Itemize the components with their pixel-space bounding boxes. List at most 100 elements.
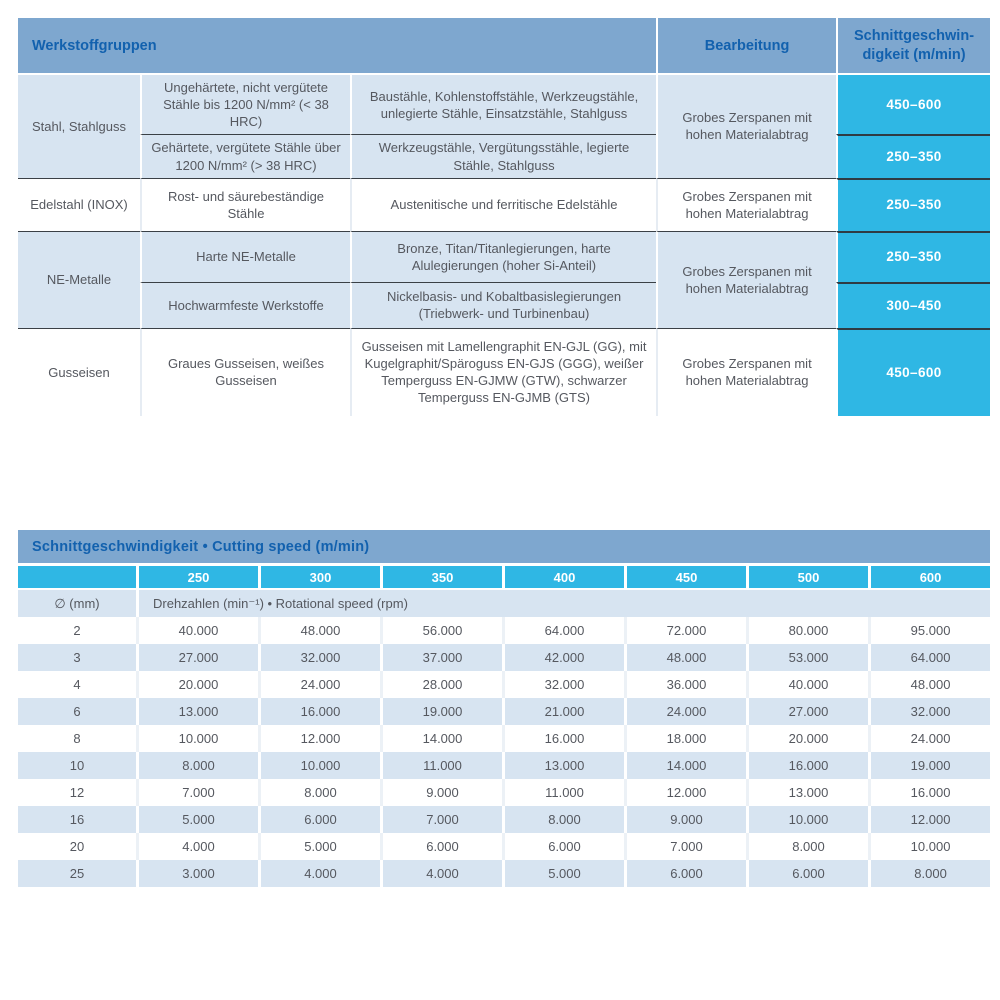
rpm-cell: 80.000 xyxy=(746,617,868,644)
speed-cell: 450–600 xyxy=(836,75,991,135)
rpm-cell: 48.000 xyxy=(258,617,380,644)
rpm-cell: 24.000 xyxy=(868,725,991,752)
rpm-cell: 32.000 xyxy=(258,644,380,671)
machining-cell: Grobes Zerspanen mit hohen Materialabtra… xyxy=(656,327,837,416)
rpm-cell: 9.000 xyxy=(624,806,746,833)
rpm-cell: 10.000 xyxy=(746,806,868,833)
rpm-cell: 16.000 xyxy=(868,779,991,806)
rpm-cell: 13.000 xyxy=(502,752,624,779)
rpm-cell: 37.000 xyxy=(380,644,502,671)
rpm-cell: 3.000 xyxy=(136,860,258,887)
examples-cell: Bronze, Titan/Titanlegierungen, harte Al… xyxy=(350,230,657,282)
diameter-cell: 12 xyxy=(18,779,136,806)
group-cell: NE-Metalle xyxy=(18,230,140,328)
rpm-cell: 36.000 xyxy=(624,671,746,698)
subgroup-cell: Graues Gusseisen, weißes Gusseisen xyxy=(140,327,350,416)
rpm-cell: 12.000 xyxy=(868,806,991,833)
group-cell: Stahl, Stahlguss xyxy=(18,75,140,178)
table-row: 2 40.000 48.000 56.000 64.000 72.000 80.… xyxy=(18,617,991,644)
rpm-cell: 56.000 xyxy=(380,617,502,644)
speed-cell: 450–600 xyxy=(836,327,991,416)
examples-cell: Gusseisen mit Lamellengraphit EN-GJL (GG… xyxy=(350,327,657,416)
examples-cell: Werkzeugstähle, Vergütungsstähle, legier… xyxy=(350,134,657,178)
table2-title: Schnittgeschwindigkeit • Cutting speed (… xyxy=(18,530,991,566)
speed-cell: 250–350 xyxy=(836,134,991,178)
rpm-cell: 6.000 xyxy=(746,860,868,887)
cutting-speed-table: Schnittgeschwindigkeit • Cutting speed (… xyxy=(18,530,991,887)
subgroup-cell: Rost- und säurebeständige Stähle xyxy=(140,177,350,231)
speed-column-header: 350 xyxy=(380,566,502,590)
examples-cell: Baustähle, Kohlenstoffstähle, Werkzeugst… xyxy=(350,75,657,135)
subheader-row: ∅ (mm) Drehzahlen (min⁻¹) • Rotational s… xyxy=(18,590,991,617)
diameter-cell: 8 xyxy=(18,725,136,752)
material-groups-table: Werkstoffgruppen Bearbeitung Schnittgesc… xyxy=(18,18,991,416)
rpm-cell: 32.000 xyxy=(868,698,991,725)
speed-cell: 250–350 xyxy=(836,177,991,231)
subgroup-cell: Harte NE-Metalle xyxy=(140,230,350,282)
rpm-cell: 16.000 xyxy=(502,725,624,752)
rpm-cell: 10.000 xyxy=(136,725,258,752)
speed-column-header: 250 xyxy=(136,566,258,590)
speed-column-header: 400 xyxy=(502,566,624,590)
table-row: Stahl, Stahlguss Ungehärtete, nicht verg… xyxy=(18,75,991,178)
rpm-cell: 7.000 xyxy=(380,806,502,833)
rpm-cell: 13.000 xyxy=(136,698,258,725)
rpm-cell: 24.000 xyxy=(624,698,746,725)
rpm-cell: 16.000 xyxy=(746,752,868,779)
diameter-cell: 2 xyxy=(18,617,136,644)
speed-column-header: 500 xyxy=(746,566,868,590)
table2-title-row: Schnittgeschwindigkeit • Cutting speed (… xyxy=(18,530,991,566)
rpm-cell: 19.000 xyxy=(868,752,991,779)
table-row: 25 3.000 4.000 4.000 5.000 6.000 6.000 8… xyxy=(18,860,991,887)
group-cell: Gusseisen xyxy=(18,327,140,416)
rpm-cell: 12.000 xyxy=(258,725,380,752)
rpm-cell: 7.000 xyxy=(136,779,258,806)
rpm-cell: 27.000 xyxy=(746,698,868,725)
rpm-cell: 8.000 xyxy=(746,833,868,860)
speed-cell: 250–350 xyxy=(836,230,991,282)
speed-column-header: 300 xyxy=(258,566,380,590)
column-header-materials: Werkstoffgruppen xyxy=(18,18,657,75)
diameter-cell: 16 xyxy=(18,806,136,833)
column-header-machining: Bearbeitung xyxy=(656,18,837,75)
table-row: Gusseisen Graues Gusseisen, weißes Gusse… xyxy=(18,327,991,416)
rpm-cell: 21.000 xyxy=(502,698,624,725)
table-row: Hochwarmfeste Werkstoffe Nickelbasis- un… xyxy=(18,281,991,328)
rpm-cell: 8.000 xyxy=(258,779,380,806)
speed-column-header: 450 xyxy=(624,566,746,590)
diameter-header: ∅ (mm) xyxy=(18,590,136,617)
rpm-cell: 14.000 xyxy=(624,752,746,779)
rpm-cell: 6.000 xyxy=(624,860,746,887)
rpm-cell: 6.000 xyxy=(502,833,624,860)
rpm-cell: 6.000 xyxy=(258,806,380,833)
rpm-cell: 8.000 xyxy=(868,860,991,887)
rpm-cell: 64.000 xyxy=(502,617,624,644)
examples-cell: Austenitische und ferritische Edelstähle xyxy=(350,177,657,231)
diameter-cell: 6 xyxy=(18,698,136,725)
examples-cell: Nickelbasis- und Kobaltbasislegierungen … xyxy=(350,281,657,328)
speed-cell: 300–450 xyxy=(836,281,991,328)
speed-header-row: 250 300 350 400 450 500 600 xyxy=(18,566,991,590)
rpm-cell: 28.000 xyxy=(380,671,502,698)
diameter-cell: 20 xyxy=(18,833,136,860)
rpm-cell: 8.000 xyxy=(502,806,624,833)
rpm-cell: 16.000 xyxy=(258,698,380,725)
rpm-cell: 48.000 xyxy=(624,644,746,671)
rpm-cell: 6.000 xyxy=(380,833,502,860)
diameter-cell: 3 xyxy=(18,644,136,671)
table-row: 8 10.000 12.000 14.000 16.000 18.000 20.… xyxy=(18,725,991,752)
machining-cell: Grobes Zerspanen mit hohen Materialabtra… xyxy=(656,230,837,328)
rpm-cell: 4.000 xyxy=(380,860,502,887)
rpm-cell: 19.000 xyxy=(380,698,502,725)
rpm-cell: 10.000 xyxy=(868,833,991,860)
table-row: Gehärtete, vergütete Stähle über 1200 N/… xyxy=(18,134,991,178)
rpm-cell: 72.000 xyxy=(624,617,746,644)
rpm-cell: 5.000 xyxy=(136,806,258,833)
table-row: 12 7.000 8.000 9.000 11.000 12.000 13.00… xyxy=(18,779,991,806)
rpm-cell: 10.000 xyxy=(258,752,380,779)
table-row: NE-Metalle Harte NE-Metalle Bronze, Tita… xyxy=(18,230,991,328)
subgroup-cell: Gehärtete, vergütete Stähle über 1200 N/… xyxy=(140,134,350,178)
subgroup-cell: Hochwarmfeste Werkstoffe xyxy=(140,281,350,328)
rpm-cell: 4.000 xyxy=(258,860,380,887)
